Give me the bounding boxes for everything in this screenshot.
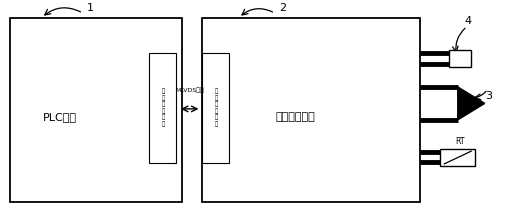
Text: RT: RT [455,137,465,146]
Bar [449,50,471,67]
Bar [10,18,182,202]
Bar [202,53,229,163]
Text: 3: 3 [485,91,492,101]
Bar [149,53,176,163]
Text: 口
控
数
据
接
口: 口 控 数 据 接 口 [214,89,217,127]
Text: MLVDS总线: MLVDS总线 [175,87,204,93]
Polygon shape [458,87,485,120]
Bar [202,18,420,202]
Bar [440,149,475,166]
Text: 工
控
数
据
接
口: 工 控 数 据 接 口 [161,89,165,127]
Text: PLC模块: PLC模块 [43,112,77,122]
Text: 温度扩展模块: 温度扩展模块 [276,112,316,122]
Text: 1: 1 [87,3,94,13]
Text: 4: 4 [465,16,472,26]
Text: 2: 2 [279,3,286,13]
